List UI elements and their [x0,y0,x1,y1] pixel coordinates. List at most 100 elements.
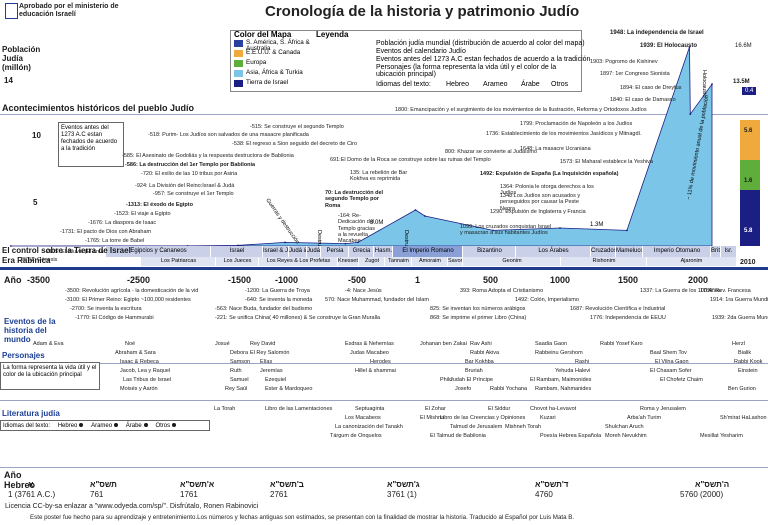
world-event: -563: Nace Buda, fundador del budismo [215,306,313,312]
literature-work: La Torah [214,406,236,412]
personaje: El Vilna Gaon [655,359,689,365]
world-event: -3500: Revolución agrícola - la domestic… [65,288,199,294]
personaje: Rey Saúl [225,386,248,392]
era-top-item: Brit. [710,246,721,257]
personaje: Rashi [575,359,590,365]
historical-event: -515: Se construye el segundo Templo [250,124,344,130]
era-bottom-item: Los Patriarcas [140,257,216,266]
era-bottom-item: Tannaim [384,257,412,266]
year-tick: -1000 [275,275,299,285]
population-point [689,113,692,116]
literature-work: Sh'mirat HaLashon [720,415,767,421]
personaje: Abraham & Sara [115,350,156,356]
population-point [237,244,239,247]
personaje: Samson [230,359,251,365]
otros-dot-icon [172,423,177,428]
arabe-dot-icon [143,423,148,428]
world-event: -1200: La Guerra de Troya [245,288,310,294]
population-point [414,209,417,211]
era-top-item: Isr. [720,246,736,257]
lit-lang-label: Idiomas del texto: [3,423,51,429]
personaje: Ester & Mardoqueo [265,386,313,392]
map-swatch-0 [234,40,243,47]
israel-independence-label: 1948: La independencia de Israel [610,30,704,36]
personajes-divider [0,400,768,401]
personaje: Bialik [738,350,752,356]
historical-event: -1313: El éxodo de Egipto [126,202,193,208]
historical-divider [0,114,768,115]
hebrew-year: 761 [90,490,104,499]
year-tick: 1500 [618,275,639,285]
population-point [357,241,359,244]
era-top-item: Judá & Asiria [288,246,307,257]
personaje: Las Tribus de Israel [123,377,171,383]
historical-event: 1897: 1er Congreso Sionista [600,71,670,77]
era-bottom-item: Rishonim [560,257,647,266]
personaje: Rabbi Akiva [470,350,500,356]
historical-event: 691:El Domo de la Roca se construye sobr… [330,157,491,163]
historical-event: -1731: El pacto de Dios con Abraham [60,229,152,235]
hebrew-year: 1761 [180,490,198,499]
era-bottom-item: Los Jueces [215,257,259,266]
literature-work: Tárgum de Onquelos [330,433,382,439]
era-top-item: El Imperio Romano [392,246,463,257]
personaje: El Rambam, Maimonides [530,377,592,383]
personaje: Rambam, Nahmanides [535,386,592,392]
historical-event: 1736: Establecimiento de los movimientos… [486,131,642,137]
legend-lang-hebreo: Hebreo [446,81,469,88]
personajes-title: Personajes [2,351,45,360]
rotated-label: Holocausto [701,70,707,98]
historical-event: -3761: Génesis [20,257,58,263]
personaje: Judah El Príncipe [450,377,494,383]
historical-event: -957: Se construye el 1er Templo [153,191,234,197]
literature-work: Roma y Jerusalem [640,406,686,412]
map-item-label-3: Asia, África & Turkia [246,69,303,76]
world-event: -4: Nace Jesús [345,288,382,294]
literature-work: Chovot ha-Levavot [530,406,577,412]
historical-event: 1364: Polonia le otorga derechos a los J… [500,184,594,197]
historical-event: -924: La División del Reino:Israel & Jud… [135,183,235,189]
personaje: Herzl [732,341,745,347]
world-event: 393: Roma Adopta el Cristianismo [460,288,544,294]
personaje: Adam & Eva [33,341,64,347]
lit-lang-arameo: Arameo [91,423,113,429]
page-title: Cronología de la historia y patrimonio J… [265,3,580,20]
year-tick: -1500 [228,275,252,285]
legend-title: Leyenda [316,30,349,39]
personaje: Philo [440,377,453,383]
world-event: 1914: 1ra Guerra Mundial [710,297,768,303]
personaje: Judas Macabeo [350,350,389,356]
personaje: Ezequiel [265,377,287,383]
map-item-label-2: Europa [246,59,267,66]
legend-lang-arabe: Árabe [521,81,540,88]
personaje: Rabbeinu Gershom [535,350,583,356]
control-label: El control sobre la Tierra de Israel [2,246,131,255]
right-value-13-5: 13.5M [733,79,750,85]
legend-lang-otros: Otros [551,81,569,88]
population-point [423,215,426,217]
personaje: Esdras & Nehemías [345,341,394,347]
era-bottom-item: Amoraim [411,257,448,266]
y-tick-5: 5 [33,198,38,207]
map-swatch-3 [234,70,243,77]
hebrew-year-he: א'תשס"א [180,480,215,489]
literature-work: Libro de las Lamentaciones [265,406,333,412]
map-swatch-4 [234,80,243,87]
hebrew-year: 2761 [270,490,288,499]
personaje: Bar Kokhba [465,359,494,365]
rabbinic-label: Era Rabínica [2,256,51,265]
footer-note: Este poster fue hecho para su aprendizaj… [30,514,575,521]
historical-event: 1348:Los Judíos son acusados y perseguid… [500,193,581,212]
historical-event: 1099: Los cruzados conquistan Israel y m… [460,224,552,237]
hebrew-year-he: ג'תשס"א [387,480,420,489]
literature-work: Kuzari [540,415,556,421]
map-item-label-1: E.E.U.U. & Canada [246,49,301,56]
lit-lang-hebreo: Hebreo [57,423,78,429]
historical-event: 1492: Expulsión de España (La Inquisició… [480,171,619,177]
personaje: Rabbi Yosef Karo [600,341,643,347]
era-top-item: Israel & Judá [262,246,289,257]
legend-languages-label: Idiomas del texto: [376,81,431,88]
literature-divider [0,467,768,468]
year-tick: -3500 [27,275,51,285]
personaje: Rey David [250,341,276,347]
